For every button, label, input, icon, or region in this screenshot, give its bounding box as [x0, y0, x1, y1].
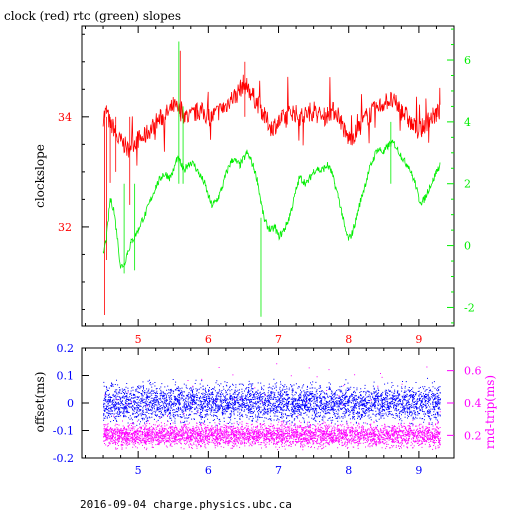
bottom-axes: 5 6 7 8 9 -0.2 -0.1 0 0.1 0.2 0.2 0.4 0.6 [53, 342, 482, 477]
x-tick-label: 5 [135, 464, 142, 477]
clock-series [102, 50, 441, 315]
x-tick-label: 7 [275, 333, 282, 346]
x-tick-label: 8 [345, 464, 352, 477]
offset-points [103, 377, 441, 428]
offset-tick-label: 0.1 [57, 370, 75, 383]
rtc-line [102, 139, 441, 269]
roundtrip-tick-label: 0.6 [464, 365, 482, 378]
rtc-series [102, 41, 441, 317]
offset-tick-label: 0 [67, 397, 74, 410]
x-tick-label: 5 [135, 333, 142, 346]
chart-title: clock (red) rtc (green) slopes [4, 9, 181, 23]
x-tick-label: 9 [415, 333, 422, 346]
offset-tick-label: 0.2 [57, 342, 75, 355]
roundtrip-tick-label: 0.2 [464, 429, 482, 442]
footer-text: 2016-09-04 charge.physics.ubc.ca [80, 498, 292, 511]
right-tick-label: 4 [464, 116, 471, 129]
x-tick-label: 6 [205, 464, 212, 477]
x-tick-label: 7 [275, 464, 282, 477]
roundtrip-axis-label: rnd-trip(ms) [483, 375, 497, 449]
right-tick-label: 0 [464, 240, 471, 253]
top-y-axis-label: clockslope [33, 144, 47, 208]
x-tick-label: 8 [345, 333, 352, 346]
top-axes: 5 6 7 8 9 32 34 -2 0 2 4 6 [58, 26, 475, 346]
top-plot-frame [81, 25, 455, 327]
x-tick-label: 6 [205, 333, 212, 346]
roundtrip-tick-label: 0.4 [464, 397, 482, 410]
right-tick-label: 2 [464, 178, 471, 191]
x-tick-label: 9 [415, 464, 422, 477]
offset-tick-label: -0.1 [53, 425, 74, 438]
clock-line [102, 74, 441, 166]
offset-roundtrip-points [103, 363, 441, 451]
roundtrip-points [103, 363, 441, 451]
right-tick-label: -2 [464, 301, 475, 314]
offset-tick-label: -0.2 [53, 452, 74, 465]
right-tick-label: 6 [464, 54, 471, 67]
offset-axis-label: offset(ms) [33, 372, 47, 433]
left-tick-label: 34 [58, 111, 72, 124]
left-tick-label: 32 [58, 221, 72, 234]
